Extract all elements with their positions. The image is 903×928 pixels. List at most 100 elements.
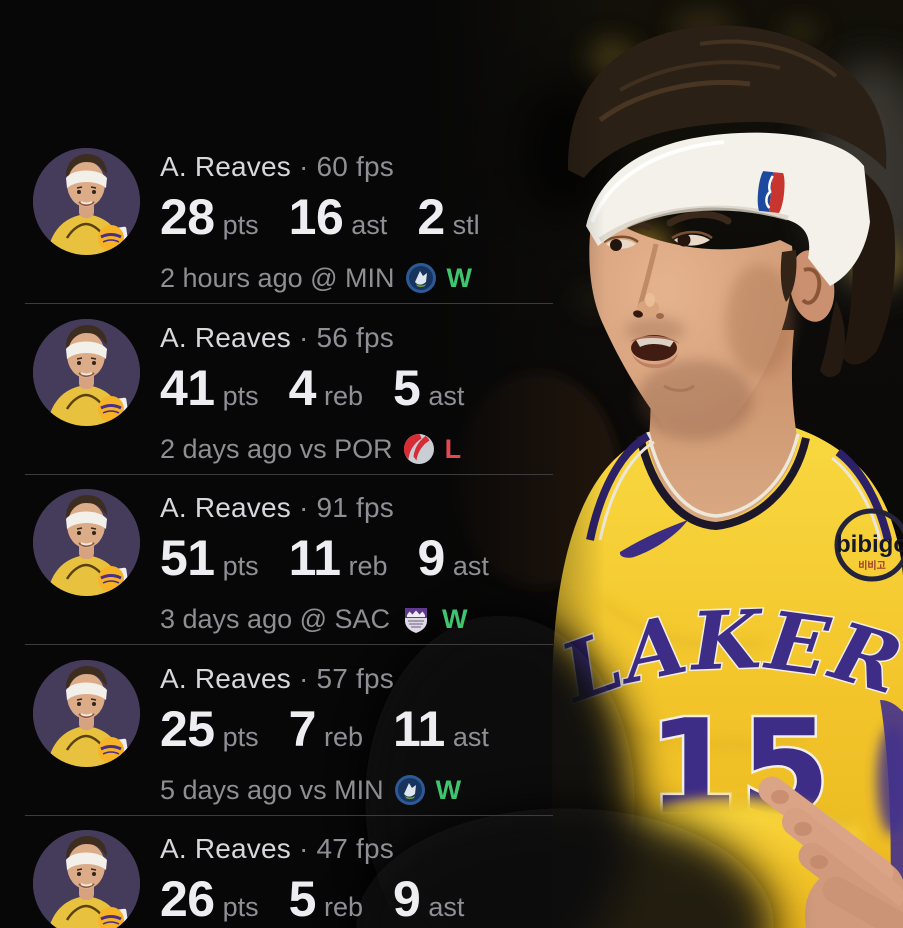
stat-value: 11 — [288, 530, 341, 586]
stat-stl: 2 stl — [417, 189, 479, 253]
player-name: A. Reaves — [160, 322, 291, 353]
stat-line: 51 pts 11 reb 9 ast — [160, 530, 555, 594]
game-row-info: A. Reaves · 57 fps 25 pts 7 reb 11 ast 5 days … — [160, 660, 555, 806]
stat-reb: 11 reb — [289, 530, 388, 594]
stat-value: 9 — [417, 530, 446, 586]
player-avatar — [33, 660, 140, 767]
stat-value: 51 — [160, 530, 215, 586]
game-result: W — [435, 775, 462, 805]
kings-logo — [405, 608, 428, 633]
stat-label: pts — [222, 210, 259, 240]
game-result: W — [442, 604, 468, 634]
fantasy-points: · 57 fps — [298, 663, 394, 694]
stat-ast: 11 ast — [393, 701, 489, 765]
fantasy-points: · 60 fps — [298, 151, 394, 182]
stat-reb: 4 reb — [289, 360, 363, 424]
player-face — [589, 206, 797, 443]
stat-value: 11 — [393, 701, 445, 757]
timberwolves-logo — [405, 263, 436, 293]
game-meta-line: 5 days ago vs MIN W — [160, 774, 555, 806]
player-name: A. Reaves — [160, 492, 291, 523]
game-row[interactable]: A. Reaves · 91 fps 51 pts 11 reb 9 ast 3 days … — [25, 489, 555, 659]
game-result: W — [446, 263, 472, 293]
stat-reb: 5 reb — [289, 871, 363, 928]
stat-line: 28 pts 16 ast 2 stl — [160, 189, 555, 253]
stat-label: ast — [452, 551, 489, 581]
stat-label: ast — [428, 892, 465, 922]
sponsor-label: bibigo — [836, 531, 903, 558]
stat-ast: 9 ast — [418, 530, 489, 594]
player-name: A. Reaves — [160, 663, 291, 694]
stat-value: 5 — [393, 360, 421, 416]
stat-label: reb — [348, 551, 388, 581]
player-hair — [567, 25, 896, 378]
stat-value: 41 — [160, 360, 215, 416]
game-row-info: A. Reaves · 47 fps 26 pts 5 reb 9 ast — [160, 830, 555, 928]
stat-label: reb — [323, 892, 363, 922]
stat-value: 7 — [288, 701, 317, 757]
player-avatar — [33, 489, 140, 596]
stat-value: 4 — [288, 360, 317, 416]
game-row[interactable]: A. Reaves · 57 fps 25 pts 7 reb 11 ast 5 days … — [25, 660, 555, 830]
name-line: A. Reaves · 57 fps — [160, 662, 555, 696]
stat-value: 28 — [160, 189, 215, 245]
game-row[interactable]: A. Reaves · 60 fps 28 pts 16 ast 2 stl 2 hours… — [25, 148, 555, 318]
player-avatar-image — [33, 489, 140, 596]
stat-pts: 41 pts — [160, 360, 259, 424]
player-avatar-image — [33, 830, 140, 928]
stat-value: 9 — [393, 871, 421, 927]
game-row-info: A. Reaves · 60 fps 28 pts 16 ast 2 stl 2 hours… — [160, 148, 555, 294]
stat-ast: 16 ast — [289, 189, 388, 253]
stat-value: 25 — [160, 701, 215, 757]
stat-label: ast — [428, 381, 465, 411]
stat-line: 25 pts 7 reb 11 ast — [160, 701, 555, 765]
timberwolves-logo — [394, 775, 425, 805]
player-avatar — [33, 148, 140, 255]
game-result: L — [444, 434, 462, 464]
name-line: A. Reaves · 47 fps — [160, 832, 555, 866]
stat-value: 5 — [288, 871, 317, 927]
stat-value: 2 — [417, 189, 445, 245]
stat-ast: 9 ast — [393, 871, 464, 928]
game-info: 2 hours ago @ MIN — [160, 263, 395, 293]
sponsor-patch: bibigo 비비고 — [834, 508, 903, 582]
stat-line: 41 pts 4 reb 5 ast — [160, 360, 555, 424]
photo-fade — [355, 0, 775, 928]
name-line: A. Reaves · 91 fps — [160, 491, 555, 525]
stat-label: pts — [222, 892, 259, 922]
game-log-list: A. Reaves · 60 fps 28 pts 16 ast 2 stl 2 hours… — [25, 148, 555, 928]
stat-label: stl — [452, 210, 480, 240]
player-avatar-image — [33, 660, 140, 767]
stat-label: ast — [351, 210, 388, 240]
timberwolves-logo — [394, 775, 425, 805]
name-line: A. Reaves · 60 fps — [160, 150, 555, 184]
stat-label: pts — [222, 381, 259, 411]
stat-label: pts — [222, 722, 259, 752]
game-info: 5 days ago vs MIN — [160, 775, 384, 805]
player-avatar — [33, 830, 140, 928]
stat-pts: 26 pts — [160, 871, 259, 928]
timberwolves-logo — [405, 263, 436, 293]
game-meta-line: 2 days ago vs POR L — [160, 433, 555, 465]
game-row[interactable]: A. Reaves · 56 fps 41 pts 4 reb 5 ast 2 days a… — [25, 319, 555, 489]
player-name: A. Reaves — [160, 151, 291, 182]
stat-value: 16 — [288, 189, 344, 245]
nba-logo — [757, 171, 785, 213]
fantasy-points: · 47 fps — [298, 833, 394, 864]
stat-label: reb — [323, 381, 363, 411]
sponsor-sublabel: 비비고 — [858, 559, 886, 572]
stat-reb: 7 reb — [289, 701, 363, 765]
stat-pts: 51 pts — [160, 530, 259, 594]
stat-label: ast — [452, 722, 489, 752]
player-name: A. Reaves — [160, 833, 291, 864]
kings-logo — [401, 604, 431, 634]
trail-blazers-logo — [403, 434, 434, 464]
game-meta-line: 2 hours ago @ MIN W — [160, 262, 555, 294]
reaching-hand — [758, 776, 903, 928]
game-row[interactable]: A. Reaves · 47 fps 26 pts 5 reb 9 ast — [33, 830, 555, 928]
nike-swoosh — [619, 520, 688, 558]
stat-ast: 5 ast — [393, 360, 464, 424]
stat-pts: 28 pts — [160, 189, 259, 253]
